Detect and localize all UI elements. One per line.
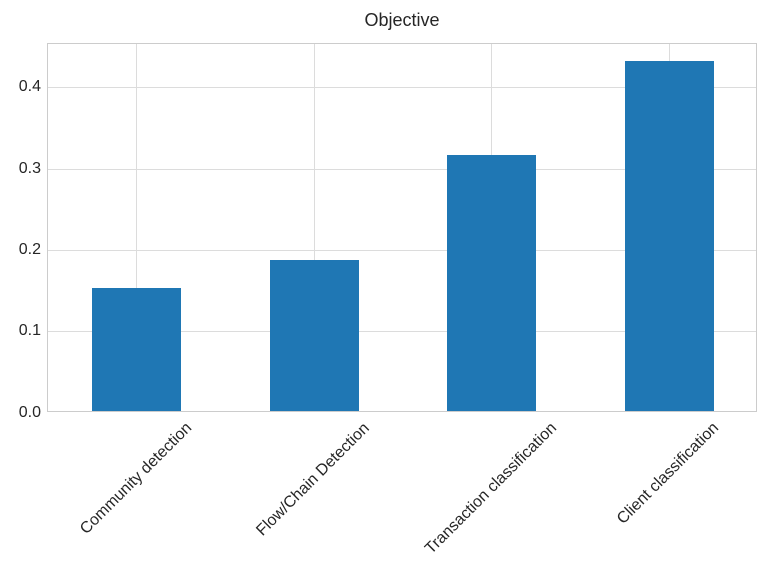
gridline-vertical (136, 44, 138, 411)
bar (624, 60, 714, 411)
x-tick-label: Flow/Chain Detection (253, 419, 374, 540)
x-tick-label: Client classification (614, 419, 723, 528)
plot-area (47, 43, 757, 412)
bar (269, 259, 359, 411)
bar (447, 154, 537, 411)
gridline-vertical (313, 44, 315, 411)
chart-title: Objective (364, 10, 440, 30)
y-tick-label: 0.0 (18, 403, 41, 421)
y-tick-label: 0.4 (18, 78, 41, 96)
gridline-horizontal (48, 87, 756, 89)
bar (92, 288, 182, 411)
y-tick-label: 0.3 (18, 159, 41, 177)
y-tick-label: 0.2 (18, 240, 41, 258)
gridline-horizontal (48, 331, 756, 333)
gridline-horizontal (48, 168, 756, 170)
y-tick-label: 0.1 (18, 322, 41, 340)
x-tick-label: Community detection (76, 419, 196, 538)
gridline-horizontal (48, 249, 756, 251)
x-tick-label: Transaction classification (421, 419, 560, 558)
